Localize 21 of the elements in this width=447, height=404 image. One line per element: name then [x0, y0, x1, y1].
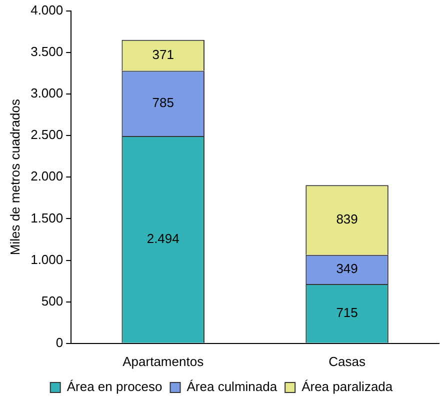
x-tick-label: Casas	[328, 354, 366, 369]
y-tick-label: 2.500	[30, 127, 64, 142]
y-tick-label: 0	[56, 334, 64, 350]
legend-label: Área paralizada	[302, 379, 394, 394]
y-tick-label: 3.500	[30, 44, 64, 59]
y-tick-label: 3.000	[30, 86, 64, 101]
data-label: 371	[152, 46, 174, 62]
y-tick-label: 4.000	[30, 2, 64, 18]
y-tick-label: 1.500	[30, 210, 64, 226]
legend-label: Área en proceso	[66, 379, 162, 394]
data-label: 785	[152, 94, 174, 110]
data-label: 2.494	[146, 231, 180, 246]
y-tick-label: 1.000	[30, 252, 64, 267]
legend-label: Área culminada	[186, 379, 278, 394]
y-tick-label: 500	[41, 293, 64, 308]
x-tick-label: Apartamentos	[122, 354, 204, 369]
data-label: 715	[336, 305, 358, 320]
y-tick-label: 2.000	[30, 168, 64, 184]
data-label: 839	[336, 212, 358, 227]
y-axis-title: Miles de metros cuadrados	[7, 98, 22, 256]
data-label: 349	[336, 261, 358, 276]
